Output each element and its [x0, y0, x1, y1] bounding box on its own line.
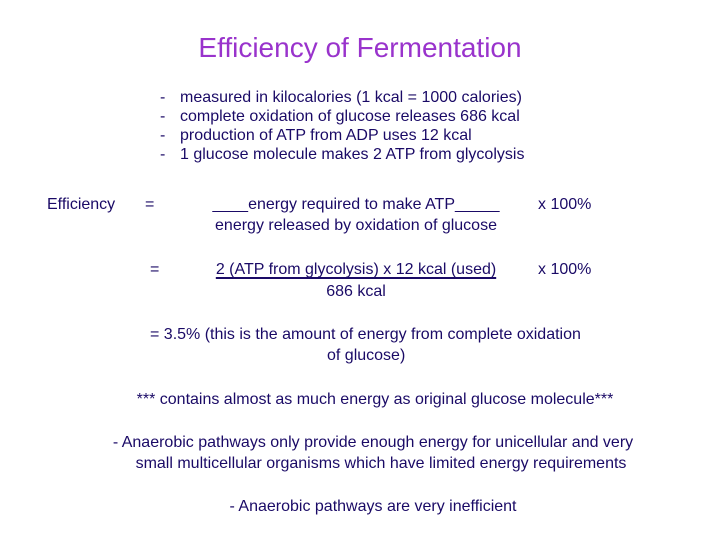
equals-sign: =: [145, 196, 155, 213]
result-line-continued: of glucose): [327, 347, 406, 364]
bullet-item: - production of ATP from ADP uses 12 kca…: [160, 126, 524, 145]
bullet-list: - measured in kilocalories (1 kcal = 100…: [160, 88, 524, 164]
slide-title: Efficiency of Fermentation: [198, 32, 522, 63]
efficiency-label: Efficiency: [47, 196, 116, 213]
bullet-item: - 1 glucose molecule makes 2 ATP from gl…: [160, 145, 524, 164]
percent-multiplier: x 100%: [538, 196, 592, 213]
equals-sign: =: [150, 261, 160, 278]
anaerobic-paragraph-line: small multicellular organisms which have…: [135, 455, 627, 472]
result-line: = 3.5% (this is the amount of energy fro…: [150, 326, 581, 343]
bullet-item: - complete oxidation of glucose releases…: [160, 107, 524, 126]
fraction-numerator: ____energy required to make ATP_____: [212, 196, 500, 213]
bullet-text: complete oxidation of glucose releases 6…: [180, 108, 520, 125]
fraction-numerator: 2 (ATP from glycolysis) x 12 kcal (used): [215, 261, 497, 278]
energy-note: *** contains almost as much energy as or…: [136, 391, 614, 408]
fraction-denominator: 686 kcal: [326, 283, 386, 300]
bullet-item: - measured in kilocalories (1 kcal = 100…: [160, 88, 524, 107]
bullet-dash: -: [160, 89, 166, 106]
bullet-dash: -: [160, 127, 166, 144]
bullet-text: production of ATP from ADP uses 12 kcal: [180, 127, 472, 144]
bullet-text: 1 glucose molecule makes 2 ATP from glyc…: [180, 146, 525, 163]
anaerobic-paragraph-line: - Anaerobic pathways only provide enough…: [112, 434, 634, 451]
percent-multiplier: x 100%: [538, 261, 592, 278]
bullet-dash: -: [160, 146, 166, 163]
anaerobic-inefficient-statement: - Anaerobic pathways are very inefficien…: [229, 498, 517, 515]
bullet-dash: -: [160, 108, 166, 125]
fraction-denominator: energy released by oxidation of glucose: [215, 217, 497, 234]
bullet-text: measured in kilocalories (1 kcal = 1000 …: [180, 89, 522, 106]
